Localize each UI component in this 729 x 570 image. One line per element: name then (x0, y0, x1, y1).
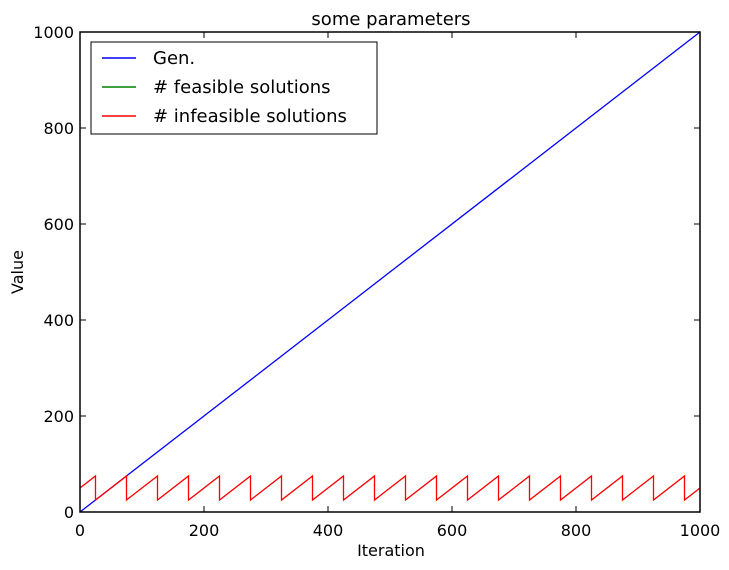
chart-title: some parameters (311, 9, 470, 30)
series-layer (79, 31, 701, 513)
series-line-gen (79, 31, 701, 513)
y-tick-label: 800 (43, 119, 74, 138)
y-tick-label: 0 (64, 503, 74, 522)
x-tick-label: 1000 (680, 521, 721, 540)
y-tick-label: 200 (43, 407, 74, 426)
y-tick-label: 600 (43, 215, 74, 234)
x-tick-label: 600 (437, 521, 468, 540)
plot-frame (79, 31, 701, 513)
legend: Gen. # feasible solutions # infeasible s… (90, 41, 378, 135)
ticks-layer: 0 200 400 600 800 1000 0 200 400 600 800 1000 (33, 23, 720, 540)
x-tick-label: 800 (561, 521, 592, 540)
legend-label-infeasible-solutions: # infeasible solutions (153, 106, 347, 127)
x-axis-label: Iteration (357, 541, 425, 560)
x-tick-label: 200 (189, 521, 220, 540)
legend-label-gen: Gen. (153, 48, 195, 69)
series-line-infeasible-solutions (79, 474, 701, 502)
x-tick-label: 400 (313, 521, 344, 540)
y-tick-label: 400 (43, 311, 74, 330)
legend-label-feasible-solutions: # feasible solutions (153, 77, 331, 98)
y-tick-label: 1000 (33, 23, 74, 42)
legend-box (90, 41, 378, 135)
y-axis-label: Value (8, 250, 27, 294)
x-tick-label: 0 (75, 521, 85, 540)
